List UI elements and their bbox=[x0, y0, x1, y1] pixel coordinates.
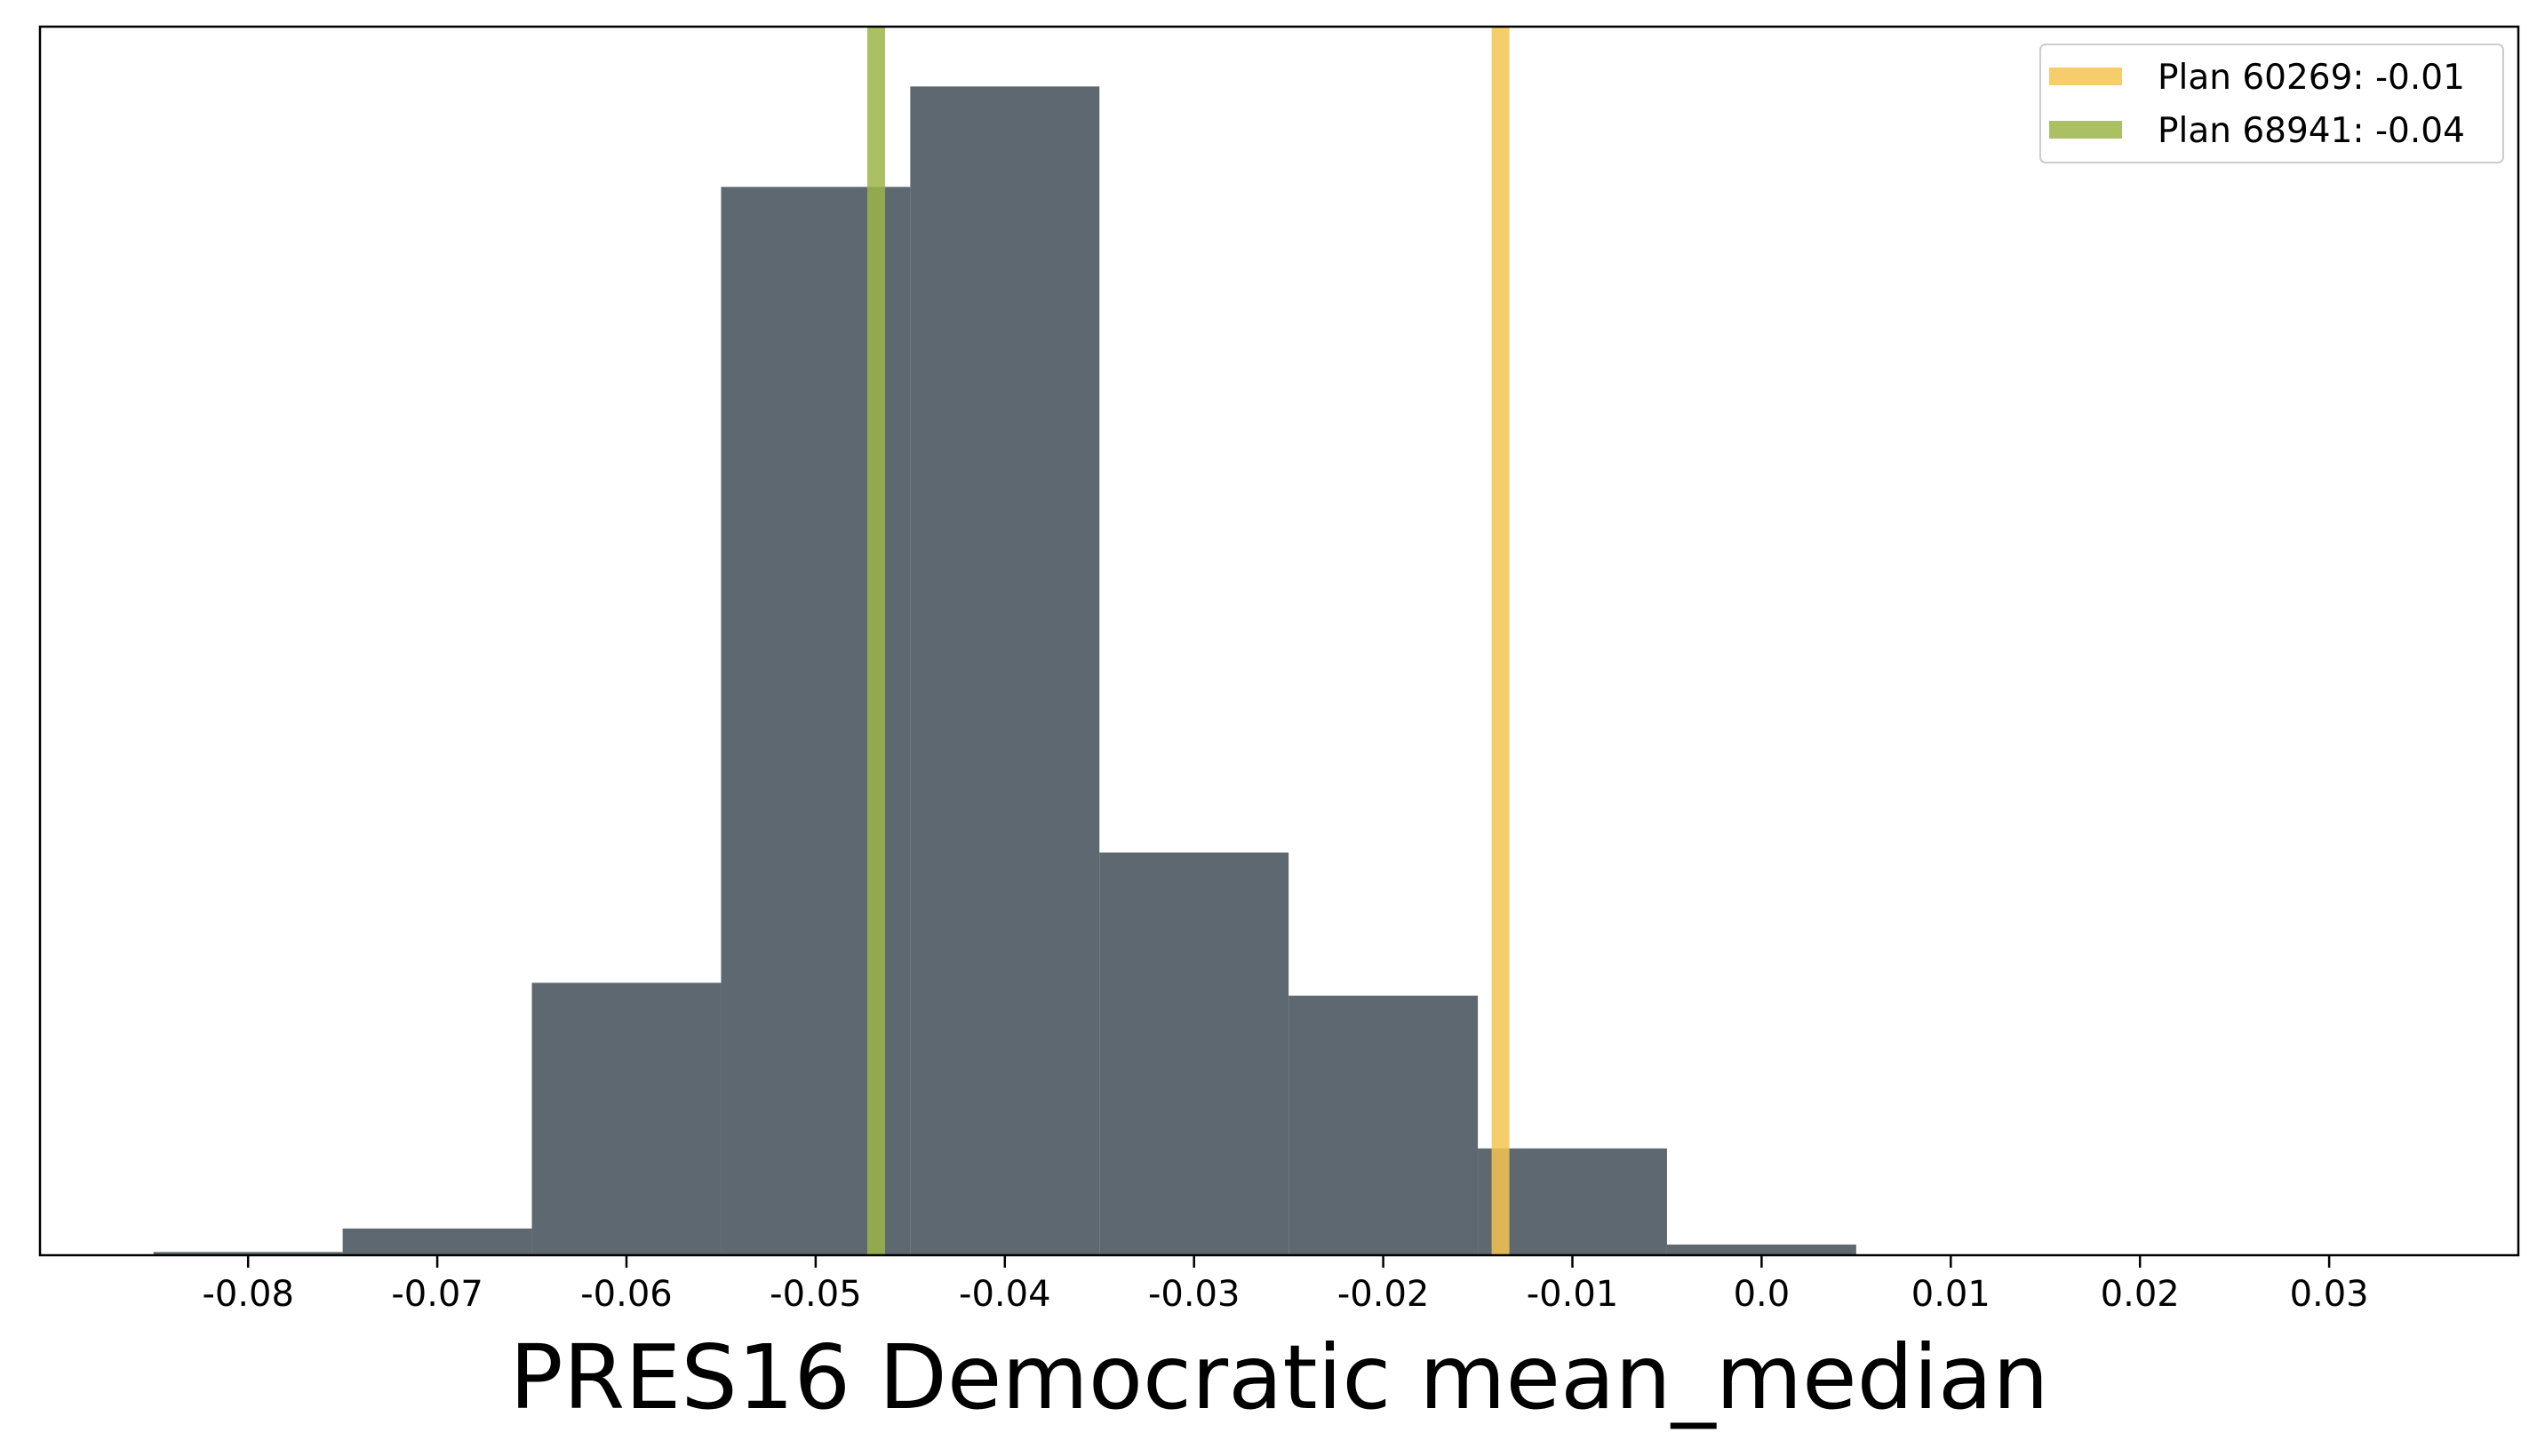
x-tick-label-7: -0.01 bbox=[1527, 1274, 1619, 1315]
x-tick-label-5: -0.03 bbox=[1148, 1274, 1241, 1315]
x-axis-ticks: -0.08 -0.07 -0.06 -0.05 -0.04 -0.03 -0.02 -0.01… bbox=[202, 1255, 2369, 1315]
plot-frame bbox=[38, 25, 2520, 1257]
x-tick-label-3: -0.05 bbox=[770, 1274, 862, 1315]
histogram-bar-4 bbox=[910, 86, 1100, 1256]
x-tick-label-11: 0.03 bbox=[2290, 1274, 2369, 1315]
legend-label-0: Plan 60269: -0.01 bbox=[2158, 58, 2465, 98]
x-tick-label-6: -0.02 bbox=[1337, 1274, 1430, 1315]
x-tick-label-9: 0.01 bbox=[1911, 1274, 1991, 1315]
histogram-bar-2 bbox=[531, 983, 722, 1255]
legend-label-1: Plan 68941: -0.04 bbox=[2158, 111, 2465, 151]
legend-box bbox=[2039, 44, 2504, 163]
histogram-bar-1 bbox=[342, 1228, 532, 1255]
x-tick-label-0: -0.08 bbox=[202, 1274, 294, 1315]
legend: Plan 60269: -0.01 Plan 68941: -0.04 bbox=[2039, 44, 2504, 163]
x-tick-label-4: -0.04 bbox=[959, 1274, 1051, 1315]
histogram-bar-0 bbox=[153, 1252, 343, 1255]
histogram-bar-6 bbox=[1288, 995, 1479, 1255]
x-tick-label-10: 0.02 bbox=[2101, 1274, 2180, 1315]
histogram-bar-5 bbox=[1099, 852, 1289, 1255]
histogram-bar-8 bbox=[1666, 1244, 1856, 1255]
x-tick-label-1: -0.07 bbox=[391, 1274, 483, 1315]
x-axis-title: PRES16 Democratic mean_median bbox=[509, 1325, 2048, 1429]
reference-lines bbox=[867, 27, 1510, 1255]
x-tick-label-8: 0.0 bbox=[1734, 1274, 1791, 1315]
histogram-bars bbox=[153, 86, 1856, 1256]
x-tick-label-2: -0.06 bbox=[580, 1274, 673, 1315]
